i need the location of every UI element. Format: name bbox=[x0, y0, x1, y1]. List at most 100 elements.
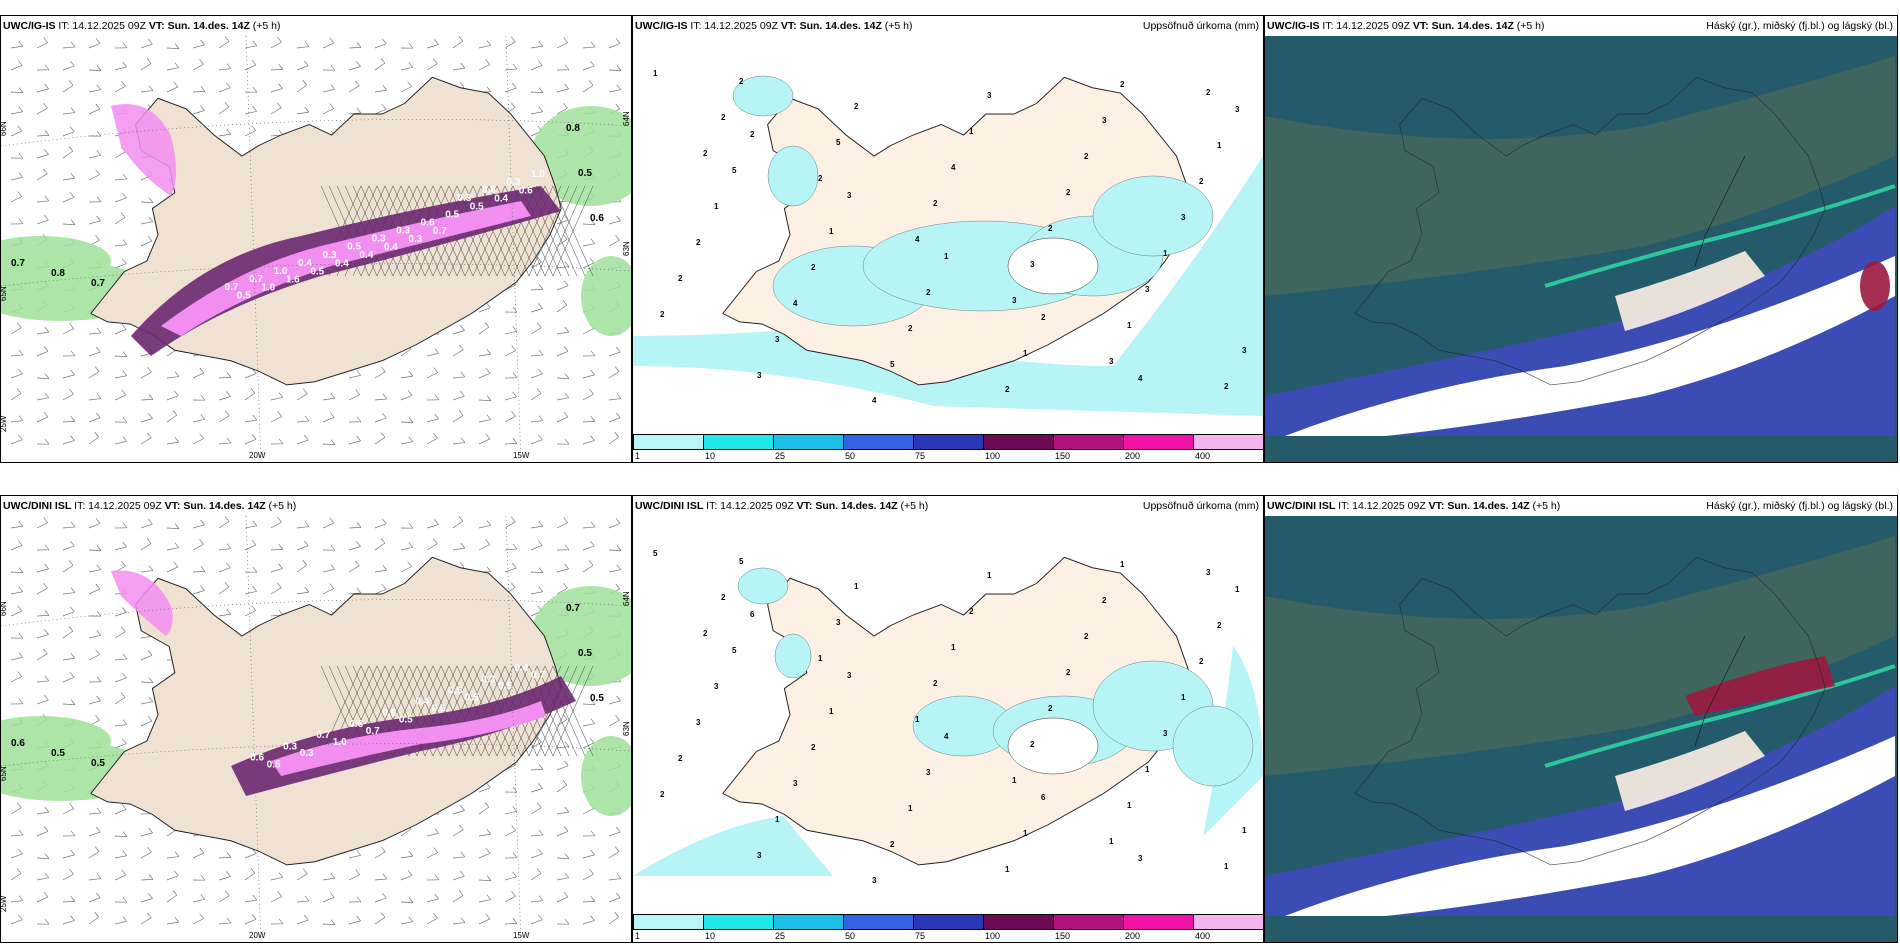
map-canvas: 5 6 3 4 6 3 1 5 1 3 1 1 2 3 2 1 1 2 2 3 3 2 1 2 1 2 1 3 2 2 3 2 3 1 1 2 1 1 5 3… bbox=[633, 549, 1263, 885]
jet-streak bbox=[1544, 664, 1896, 768]
accum-value: 3 bbox=[793, 779, 798, 788]
precip-value: 1.0 bbox=[531, 169, 545, 180]
precip-value: 0.5 bbox=[347, 242, 361, 253]
accum-value: 2 bbox=[1066, 668, 1071, 677]
colorbar-cell bbox=[843, 914, 914, 930]
valid-time: VT: Sun. 14.des. 14Z bbox=[1412, 20, 1514, 32]
accum-value: 3 bbox=[775, 335, 780, 344]
accum-value: 2 bbox=[1041, 313, 1046, 322]
accum-value: 3 bbox=[872, 876, 877, 885]
colorbar-cell bbox=[1123, 434, 1194, 450]
ocean-precip bbox=[1, 586, 631, 816]
accum-value: 4 bbox=[944, 732, 949, 741]
colorbar-cell bbox=[773, 914, 844, 930]
accum-value: 2 bbox=[818, 174, 823, 183]
colorbar-label: 75 bbox=[915, 451, 926, 461]
precip-value: 0.4 bbox=[335, 258, 349, 269]
accum-value: 1 bbox=[714, 202, 719, 211]
panel-header: UWC/DINI ISL IT: 14.12.2025 09Z VT: Sun.… bbox=[3, 500, 296, 512]
colorbar-label: 10 bbox=[705, 931, 716, 941]
accum-value: 1 bbox=[1242, 826, 1247, 835]
mid-cloud-green bbox=[1265, 536, 1895, 776]
colorbar-label: 100 bbox=[985, 931, 1001, 941]
visible-land bbox=[1615, 251, 1765, 331]
accum-value: 2 bbox=[1084, 632, 1089, 641]
panel-field-title: Háský (gr.), miðský (fj.bl.) og lágský (… bbox=[1706, 20, 1893, 32]
accum-value: 2 bbox=[926, 288, 931, 297]
accum-value: 2 bbox=[854, 102, 859, 111]
init-time: IT: 14.12.2025 09Z bbox=[71, 500, 165, 512]
lead-time: (+5 h) bbox=[249, 20, 281, 32]
precip-value: 0.7 bbox=[91, 278, 105, 289]
accum-value: 2 bbox=[1224, 382, 1229, 391]
accum-value: 2 bbox=[1066, 188, 1071, 197]
lon-tick-label: 15W bbox=[513, 451, 530, 460]
graticule bbox=[1, 516, 631, 942]
accum-value: 5 bbox=[732, 646, 737, 655]
lat-tick-label: 63N bbox=[622, 721, 631, 736]
accum-value: 1 bbox=[829, 707, 834, 716]
map-panel: UWC/IG-IS IT: 14.12.2025 09Z VT: Sun. 14… bbox=[1264, 15, 1898, 463]
accum-value: 1 bbox=[1023, 829, 1028, 838]
mid-cloud-layer bbox=[1265, 206, 1895, 436]
accum-value: 4 bbox=[1138, 374, 1143, 383]
accum-value-labels: 1 2 3 1 2 4 3 5 1 2 1 2 1 1 2 2 2 3 2 2 4 5 3 2 3 2 3 4 1 2 1 2 3 2 4 2 3 3 2 5… bbox=[653, 69, 1247, 405]
colorbar-label: 400 bbox=[1195, 451, 1211, 461]
precip-value: 0.6 bbox=[432, 704, 446, 715]
accum-value: 3 bbox=[757, 371, 762, 380]
accum-value: 2 bbox=[703, 149, 708, 158]
accum-value: 3 bbox=[714, 682, 719, 691]
panel-header: UWC/DINI ISL IT: 14.12.2025 09Z VT: Sun.… bbox=[1267, 500, 1560, 512]
accum-value: 1 bbox=[1145, 765, 1150, 774]
lat-tick-label: 64N bbox=[622, 111, 631, 126]
precip-value: 0.5 bbox=[51, 748, 65, 759]
lon-tick-label: 25W bbox=[1, 895, 8, 912]
colorbar-label: 150 bbox=[1055, 451, 1071, 461]
precip-value: 0.5 bbox=[267, 759, 281, 770]
colorbar-label: 50 bbox=[845, 451, 856, 461]
accum-value: 2 bbox=[933, 679, 938, 688]
lon-tick-label: 25W bbox=[1, 415, 8, 432]
accum-value: 1 bbox=[908, 804, 913, 813]
lead-time: (+5 h) bbox=[1529, 500, 1561, 512]
accum-value: 3 bbox=[836, 618, 841, 627]
accum-value: 2 bbox=[1048, 704, 1053, 713]
precip-value: 0.4 bbox=[298, 258, 312, 269]
accum-value: 2 bbox=[678, 754, 683, 763]
accum-value: 1 bbox=[653, 69, 658, 78]
map-canvas bbox=[1265, 36, 1897, 462]
precip-value: 0.3 bbox=[323, 250, 337, 261]
precip-value: 0.3 bbox=[396, 226, 410, 237]
precip-value: 0.6 bbox=[421, 218, 435, 229]
lat-tick-label: 64N bbox=[622, 591, 631, 606]
accum-value: 3 bbox=[847, 671, 852, 680]
accum-value: 3 bbox=[1012, 296, 1017, 305]
panel-field-title: Uppsöfnuð úrkoma (mm) bbox=[1142, 500, 1259, 512]
precip-value: 0.3 bbox=[408, 234, 422, 245]
low-cloud-layer bbox=[1285, 256, 1895, 436]
mid-cloud-layer bbox=[1265, 686, 1895, 916]
valid-time: VT: Sun. 14.des. 14Z bbox=[780, 20, 882, 32]
lat-tick-label: 65N bbox=[1, 286, 8, 301]
colorbar-label: 1 bbox=[635, 931, 641, 941]
accum-value: 2 bbox=[1206, 88, 1211, 97]
accum-value: 4 bbox=[915, 235, 920, 244]
accum-value: 2 bbox=[739, 77, 744, 86]
precip-value: 0.5 bbox=[448, 685, 462, 696]
precip-value: 0.5 bbox=[399, 715, 413, 726]
map-panel: UWC/DINI ISL IT: 14.12.2025 09Z VT: Sun.… bbox=[0, 495, 632, 943]
lat-tick-label: 66N bbox=[1, 121, 8, 136]
colorbar-label: 50 bbox=[845, 931, 856, 941]
init-time: IT: 14.12.2025 09Z bbox=[55, 20, 149, 32]
colorbar-cell bbox=[843, 434, 914, 450]
accum-value: 2 bbox=[1005, 385, 1010, 394]
accum-value: 1 bbox=[1023, 349, 1028, 358]
visible-land bbox=[1615, 731, 1765, 811]
colorbar-cell bbox=[1193, 434, 1263, 450]
lon-tick-label: 15W bbox=[513, 931, 530, 940]
accum-value: 2 bbox=[660, 790, 665, 799]
accum-value: 2 bbox=[721, 113, 726, 122]
colorbar-cell bbox=[1123, 914, 1194, 930]
colorbar-label: 150 bbox=[1055, 931, 1071, 941]
panel-header: UWC/IG-IS IT: 14.12.2025 09Z VT: Sun. 14… bbox=[3, 20, 281, 32]
